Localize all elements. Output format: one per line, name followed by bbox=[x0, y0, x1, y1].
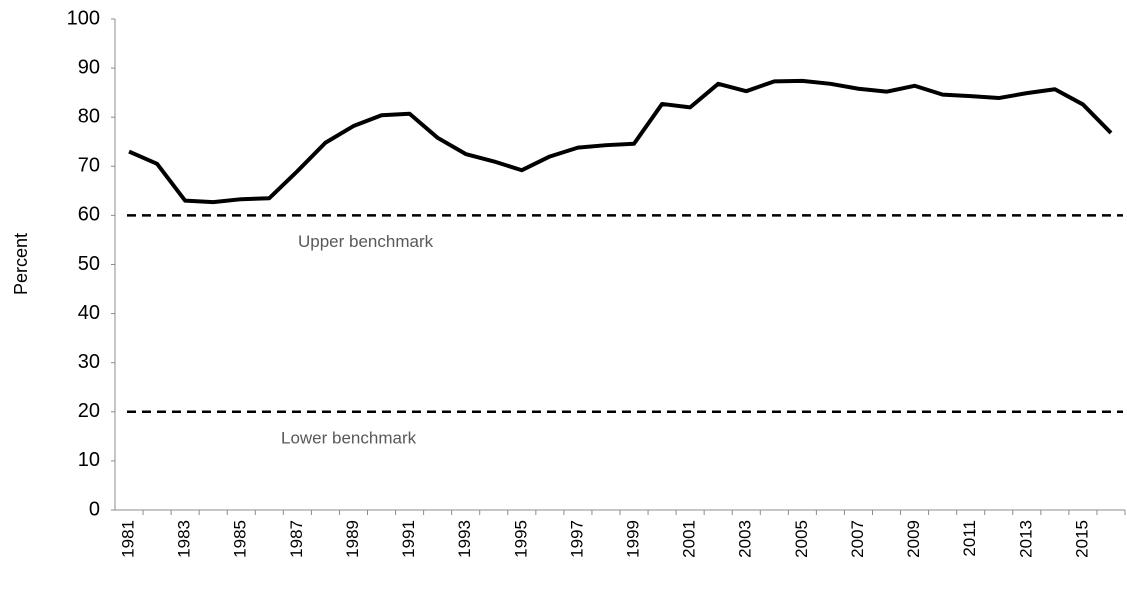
x-tick-label: 2009 bbox=[904, 520, 923, 558]
reference-label: Upper benchmark bbox=[298, 232, 434, 251]
x-tick-label: 2015 bbox=[1072, 520, 1091, 558]
x-tick-label: 1981 bbox=[119, 520, 138, 558]
x-tick-label: 1999 bbox=[624, 520, 643, 558]
reference-label: Lower benchmark bbox=[281, 428, 417, 447]
x-tick-label: 1983 bbox=[175, 520, 194, 558]
y-tick-label: 50 bbox=[78, 253, 100, 275]
y-tick-label: 40 bbox=[78, 302, 100, 324]
y-tick-label: 0 bbox=[89, 498, 100, 520]
x-tick-label: 1991 bbox=[399, 520, 418, 558]
y-tick-label: 80 bbox=[78, 105, 100, 127]
y-tick-label: 70 bbox=[78, 155, 100, 177]
x-tick-label: 2003 bbox=[736, 520, 755, 558]
x-tick-label: 2005 bbox=[792, 520, 811, 558]
x-tick-label: 1993 bbox=[455, 520, 474, 558]
y-tick-label: 90 bbox=[78, 56, 100, 78]
x-tick-label: 2001 bbox=[680, 520, 699, 558]
x-tick-label: 1987 bbox=[287, 520, 306, 558]
y-tick-label: 30 bbox=[78, 351, 100, 373]
y-axis-label: Percent bbox=[11, 233, 31, 295]
x-tick-label: 2013 bbox=[1016, 520, 1035, 558]
data-line bbox=[128, 78, 1113, 205]
x-tick-label: 1989 bbox=[343, 520, 362, 558]
x-tick-label: 1995 bbox=[511, 520, 530, 558]
x-tick-label: 1985 bbox=[231, 520, 250, 558]
x-tick-label: 1997 bbox=[567, 520, 586, 558]
y-tick-label: 10 bbox=[78, 449, 100, 471]
x-tick-label: 2011 bbox=[960, 520, 979, 557]
y-tick-label: 20 bbox=[78, 400, 100, 422]
x-tick-label: 2007 bbox=[848, 520, 867, 558]
y-tick-label: 60 bbox=[78, 204, 100, 226]
y-tick-label: 100 bbox=[67, 7, 100, 29]
